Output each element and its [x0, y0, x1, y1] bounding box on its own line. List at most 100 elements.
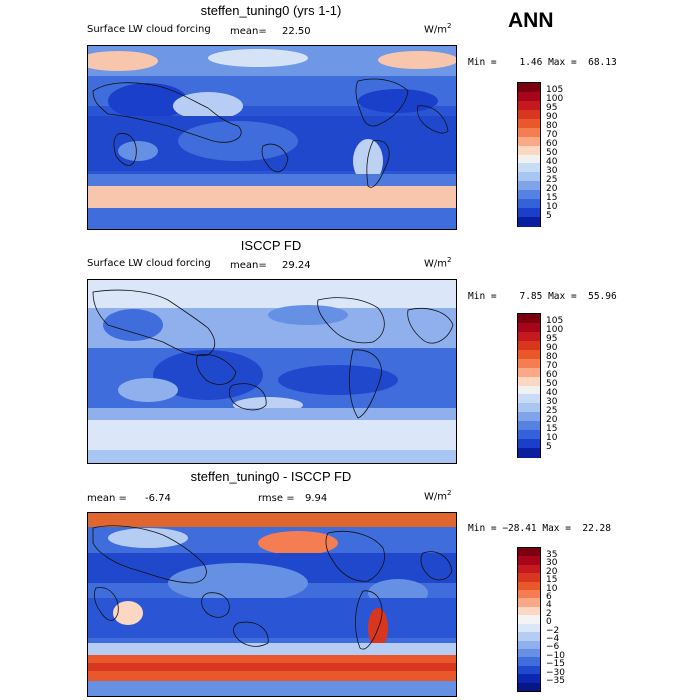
- colorbar-segment: [518, 100, 540, 111]
- colorbar-tick-label: 20: [546, 183, 558, 194]
- colorbar-segment: [518, 394, 540, 404]
- units-label: W/m2: [424, 22, 452, 36]
- mean-label: mean=: [230, 26, 267, 37]
- units-label: W/m2: [424, 256, 452, 270]
- colorbar-tick-label: 6: [546, 591, 552, 602]
- mean-value: 29.24: [282, 260, 311, 271]
- colorbar-tick-label: 15: [546, 192, 558, 203]
- colorbar-tick-label: 90: [546, 112, 558, 123]
- panel-title: steffen_tuning0 (yrs 1-1): [200, 3, 342, 18]
- colorbar-segment: [518, 632, 540, 642]
- colorbar-segment: [518, 181, 540, 191]
- colorbar-segment: [518, 109, 540, 120]
- colorbar-segment: [518, 606, 540, 616]
- min-max-label: Min = 7.85 Max = 55.96: [468, 291, 617, 302]
- colorbar-tick-label: 10: [546, 201, 558, 212]
- colorbar-tick-label: 5: [546, 210, 552, 221]
- colorbar-tick-label: −10: [546, 650, 565, 661]
- colorbar-tick-label: 105: [546, 85, 564, 96]
- colorbar-segment: [518, 145, 540, 155]
- colorbar-segment: [518, 172, 540, 182]
- colorbar-segment: [518, 83, 540, 93]
- colorbar-segment: [518, 208, 540, 218]
- colorbar-tick-label: 4: [546, 600, 552, 611]
- min-max-label: Min = −28.41 Max = 22.28: [468, 523, 611, 534]
- colorbar-tick-label: 100: [546, 325, 564, 336]
- units-label: W/m2: [424, 489, 452, 503]
- colorbar-segment: [518, 331, 540, 342]
- colorbar-segment: [518, 358, 540, 369]
- panel-title: steffen_tuning0 - ISCCP FD: [190, 469, 352, 484]
- colorbar-tick-label: 2: [546, 608, 552, 619]
- mean-label: mean=: [230, 260, 267, 271]
- colorbar-tick-label: 70: [546, 361, 558, 372]
- colorbar-tick-label: 30: [546, 396, 558, 407]
- colorbar-tick-label: −6: [546, 642, 560, 653]
- colorbar-segment: [518, 118, 540, 129]
- colorbar-segment: [518, 657, 540, 667]
- colorbar-tick-label: 40: [546, 387, 558, 398]
- colorbar-tick-label: 5: [546, 441, 552, 452]
- colorbar-tick-label: −30: [546, 667, 565, 678]
- colorbar-segment: [518, 640, 540, 650]
- map-model: [87, 45, 457, 230]
- colorbar-segment: [518, 590, 540, 599]
- colorbar-segment: [518, 439, 540, 449]
- colorbar-segment: [518, 217, 540, 227]
- colorbar-segment: [518, 127, 540, 138]
- colorbar-segment: [518, 556, 540, 566]
- colorbar-segment: [518, 581, 540, 591]
- variable-label: Surface LW cloud forcing: [87, 24, 211, 35]
- colorbar-tick-label: 105: [546, 316, 564, 327]
- colorbar-tick-label: 25: [546, 405, 558, 416]
- colorbar-segment: [518, 340, 540, 351]
- colorbar-segment: [518, 136, 540, 147]
- colorbar-tick-label: 95: [546, 103, 558, 114]
- colorbar-segment: [518, 412, 540, 422]
- colorbar-segment: [518, 430, 540, 440]
- colorbar-tick-label: 90: [546, 343, 558, 354]
- colorbar-tick-label: 40: [546, 156, 558, 167]
- colorbar-segment: [518, 421, 540, 431]
- colorbar-tick-label: 20: [546, 566, 558, 577]
- colorbar-tick-label: 100: [546, 94, 564, 105]
- colorbar-tick-label: −4: [546, 634, 560, 645]
- colorbar-segment: [518, 682, 540, 692]
- colorbar-tick-label: 50: [546, 148, 558, 158]
- map-field-svg: [88, 280, 456, 463]
- colorbar-segment: [518, 385, 540, 395]
- colorbar-segment: [518, 674, 540, 684]
- colorbar-difference: [517, 547, 541, 692]
- colorbar-tick-label: −15: [546, 659, 565, 670]
- map-obs: [87, 279, 457, 464]
- colorbar-segment: [518, 648, 540, 658]
- colorbar-obs: [517, 313, 541, 458]
- colorbar-tick-label: 20: [546, 414, 558, 425]
- colorbar-tick-label: 0: [546, 617, 552, 628]
- season-label: ANN: [508, 9, 554, 32]
- colorbar-segment: [518, 199, 540, 209]
- colorbar-segment: [518, 665, 540, 675]
- colorbar-tick-label: −2: [546, 625, 560, 636]
- colorbar-tick-label: 60: [546, 370, 558, 381]
- colorbar-segment: [518, 322, 540, 333]
- rmse-value: 9.94: [305, 493, 328, 504]
- colorbar-tick-label: 60: [546, 139, 558, 150]
- colorbar-tick-label: 30: [546, 558, 558, 569]
- colorbar-segment: [518, 598, 540, 608]
- mean-value: -6.74: [145, 493, 171, 504]
- colorbar-segment: [518, 448, 540, 458]
- colorbar-tick-label: 10: [546, 432, 558, 443]
- colorbar-segment: [518, 403, 540, 413]
- colorbar-tick-label: −35: [546, 676, 565, 687]
- rmse-label: rmse =: [258, 493, 295, 504]
- colorbar-tick-label: 80: [546, 121, 558, 132]
- colorbar-segment: [518, 154, 540, 164]
- colorbar-segment: [518, 314, 540, 324]
- colorbar-segment: [518, 91, 540, 102]
- colorbar-tick-label: 25: [546, 174, 558, 185]
- colorbar-tick-label: 30: [546, 165, 558, 176]
- colorbar-tick-label: 15: [546, 423, 558, 434]
- variable-label: Surface LW cloud forcing: [87, 258, 211, 269]
- colorbar-segment: [518, 548, 540, 557]
